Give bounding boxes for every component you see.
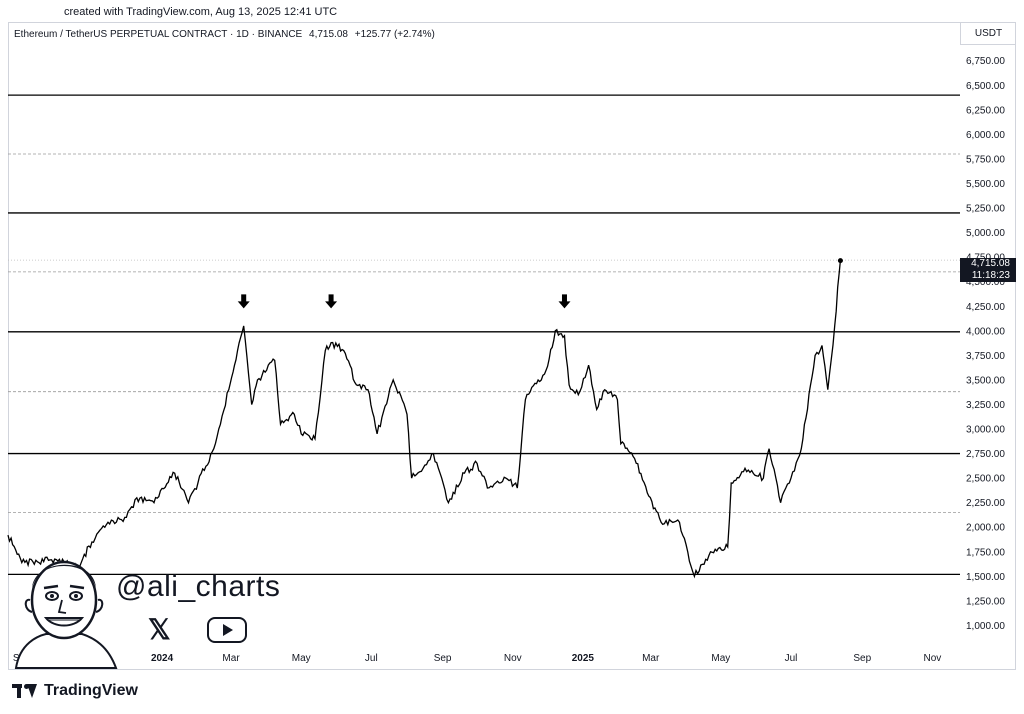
cartoon-avatar (14, 560, 118, 669)
y-tick-label: 6,750.00 (966, 56, 1005, 67)
down-arrow-icon (558, 294, 571, 309)
y-tick-label: 4,000.00 (966, 326, 1005, 337)
price-series-line (7, 260, 842, 579)
y-tick-label: 4,250.00 (966, 302, 1005, 313)
tradingview-brand[interactable]: TradingView (12, 682, 138, 700)
brand-name: TradingView (44, 682, 138, 699)
horizontal-levels (8, 94, 960, 576)
y-tick-label: 5,000.00 (966, 228, 1005, 239)
down-arrow-icon (237, 294, 250, 309)
y-tick-label: 1,500.00 (966, 572, 1005, 583)
x-tick-label: Nov (924, 653, 942, 664)
symbol-name: Ethereum / TetherUS PERPETUAL CONTRACT ·… (14, 29, 303, 40)
x-tick-label: May (711, 653, 730, 664)
y-tick-label: 3,000.00 (966, 425, 1005, 436)
y-tick-label: 2,000.00 (966, 523, 1005, 534)
y-tick-label: 3,750.00 (966, 351, 1005, 362)
x-logo-icon: 𝕏 (148, 614, 171, 645)
tradingview-logo-icon (12, 684, 38, 698)
chart-area[interactable] (8, 22, 1016, 670)
price-change: +125.77 (+2.74%) (354, 29, 435, 40)
x-tick-label: May (292, 653, 311, 664)
y-tick-label: 6,000.00 (966, 130, 1005, 141)
y-tick-label: 6,250.00 (966, 105, 1005, 116)
author-handle: @ali_charts (116, 570, 281, 603)
y-tick-label: 1,750.00 (966, 547, 1005, 558)
y-tick-label: 1,000.00 (966, 621, 1005, 632)
y-tick-label: 3,500.00 (966, 375, 1005, 386)
x-tick-label: Jul (365, 653, 378, 664)
x-axis: SepNov2024MarMayJulSepNov2025MarMayJulSe… (13, 653, 941, 664)
x-tick-label: 2024 (151, 653, 174, 664)
y-tick-label: 2,250.00 (966, 498, 1005, 509)
x-tick-label: Sep (853, 653, 871, 664)
last-price-dot (837, 258, 843, 264)
youtube-play-icon (207, 617, 247, 643)
symbol-header: Ethereum / TetherUS PERPETUAL CONTRACT ·… (14, 29, 439, 40)
x-tick-label: Nov (504, 653, 522, 664)
y-tick-label: 5,750.00 (966, 154, 1005, 165)
y-axis: 1,000.00 1,250.00 1,500.00 1,750.00 2,000.00… (966, 56, 1005, 632)
credit-line: created with TradingView.com, Aug 13, 20… (64, 6, 338, 18)
x-tick-label: Mar (222, 653, 240, 664)
y-tick-label: 5,500.00 (966, 179, 1005, 190)
last-price-tag: 4,715.08 11:18:23 (960, 258, 1016, 282)
currency-label[interactable]: USDT (960, 23, 1016, 45)
y-tick-label: 4,500.00 (966, 277, 1005, 288)
y-tick-label: 3,250.00 (966, 400, 1005, 411)
price-tag-countdown: 11:18:23 (971, 270, 1010, 281)
x-tick-label: Jul (785, 653, 798, 664)
price-tag-value: 4,715.08 (971, 258, 1010, 269)
y-tick-label: 5,250.00 (966, 204, 1005, 215)
last-price: 4,715.08 (309, 29, 348, 40)
y-tick-label: 1,250.00 (966, 596, 1005, 607)
x-tick-label: Sep (434, 653, 452, 664)
y-tick-label: 2,500.00 (966, 474, 1005, 485)
y-tick-label: 2,750.00 (966, 449, 1005, 460)
peak-markers (237, 294, 571, 309)
x-tick-label: 2025 (572, 653, 595, 664)
x-tick-label: Mar (642, 653, 660, 664)
down-arrow-icon (325, 294, 338, 309)
y-tick-label: 6,500.00 (966, 81, 1005, 92)
